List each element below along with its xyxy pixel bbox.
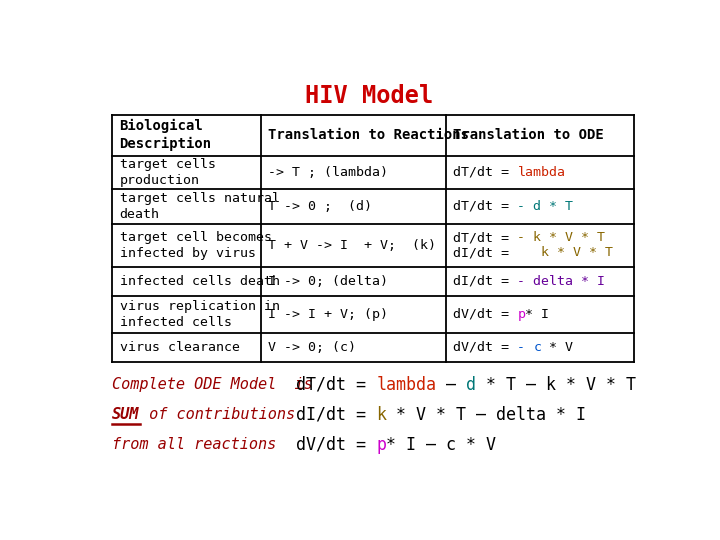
- Text: dT/dt =: dT/dt =: [454, 231, 518, 244]
- Text: - d * T: - d * T: [518, 200, 574, 213]
- Text: - delta * I: - delta * I: [518, 275, 606, 288]
- Text: dT/dt =: dT/dt =: [454, 166, 518, 179]
- Text: V -> 0; (c): V -> 0; (c): [269, 341, 356, 354]
- Text: virus replication in
infected cells: virus replication in infected cells: [120, 300, 279, 329]
- Text: c: c: [534, 341, 541, 354]
- Text: of contributions: of contributions: [140, 407, 294, 422]
- Text: from all reactions: from all reactions: [112, 437, 276, 453]
- Text: I -> I + V; (p): I -> I + V; (p): [269, 308, 388, 321]
- Text: target cells natural
death: target cells natural death: [120, 192, 279, 221]
- Text: target cells
production: target cells production: [120, 158, 215, 187]
- Text: dT/dt =: dT/dt =: [454, 200, 518, 213]
- Text: k * V * T: k * V * T: [541, 246, 613, 259]
- Text: k: k: [377, 406, 387, 424]
- Text: –: –: [436, 376, 467, 394]
- Text: Complete ODE Model  is: Complete ODE Model is: [112, 377, 313, 393]
- Text: lambda: lambda: [518, 166, 565, 179]
- Text: * T – k * V * T: * T – k * V * T: [477, 376, 636, 394]
- Text: virus clearance: virus clearance: [120, 341, 240, 354]
- Text: d: d: [467, 376, 477, 394]
- Text: Translation to Reactions: Translation to Reactions: [269, 128, 469, 142]
- Text: dV/dt =: dV/dt =: [454, 341, 518, 354]
- Text: -: -: [518, 341, 534, 354]
- Text: dV/dt =: dV/dt =: [454, 308, 518, 321]
- Text: Biological
Description: Biological Description: [120, 119, 212, 151]
- Text: dI/dt =: dI/dt =: [454, 246, 541, 259]
- Text: p: p: [518, 308, 526, 321]
- Text: lambda: lambda: [377, 376, 436, 394]
- Text: T + V -> I  + V;  (k): T + V -> I + V; (k): [269, 239, 436, 252]
- Text: dI/dt =: dI/dt =: [297, 406, 377, 424]
- Text: infected cells death: infected cells death: [120, 275, 279, 288]
- Text: * V: * V: [541, 341, 574, 354]
- Text: * I – c * V: * I – c * V: [387, 436, 497, 454]
- Text: dT/dt =: dT/dt =: [297, 376, 377, 394]
- Text: p: p: [377, 436, 387, 454]
- Text: SUM: SUM: [112, 407, 140, 422]
- Text: HIV Model: HIV Model: [305, 84, 433, 107]
- Text: target cell becomes
infected by virus: target cell becomes infected by virus: [120, 231, 271, 260]
- Text: - k * V * T: - k * V * T: [518, 231, 606, 244]
- Text: Translation to ODE: Translation to ODE: [454, 128, 604, 142]
- Text: T -> 0 ;  (d): T -> 0 ; (d): [269, 200, 372, 213]
- Text: dV/dt =: dV/dt =: [297, 436, 377, 454]
- Text: * I: * I: [526, 308, 549, 321]
- Text: I -> 0; (delta): I -> 0; (delta): [269, 275, 388, 288]
- Text: dI/dt =: dI/dt =: [454, 275, 518, 288]
- Text: -> T ; (lambda): -> T ; (lambda): [269, 166, 388, 179]
- Text: * V * T – delta * I: * V * T – delta * I: [387, 406, 587, 424]
